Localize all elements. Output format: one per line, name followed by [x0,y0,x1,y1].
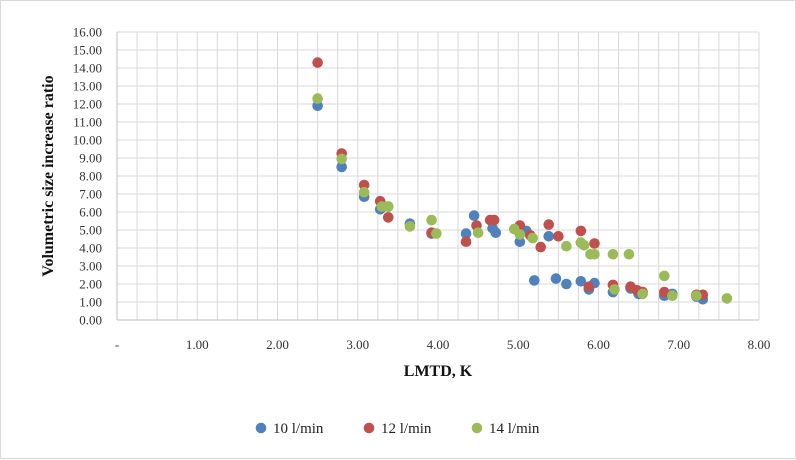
data-point-14-l-min [589,249,600,260]
legend-label-14-l-min: 14 l/min [489,421,540,437]
data-point-12-l-min [553,231,564,242]
y-tick-label: 13.00 [73,79,102,94]
data-point-14-l-min [514,229,526,240]
data-point-12-l-min [589,238,600,249]
data-point-14-l-min [358,186,370,198]
legend-marker-10-l-min [255,422,267,434]
legend-label-10-l-min: 10 l/min [273,421,324,437]
data-point-14-l-min [623,249,635,260]
y-tick-label: 4.00 [79,241,102,256]
x-axis-title: LMTD, K [404,363,473,380]
gridlines [116,31,760,321]
data-point-14-l-min [607,249,619,260]
x-axis-tick-labels: - 1.00 2.00 3.00 4.00 5.00 6.00 7.00 8.00 [115,337,771,352]
y-tick-label: 12.00 [73,97,102,112]
data-point-14-l-min [404,221,416,232]
data-point-10-l-min [550,273,562,284]
data-point-12-l-min [312,57,323,68]
data-point-12-l-min [382,212,394,223]
x-tick-label: 5.00 [507,337,530,352]
data-point-12-l-min [583,281,595,293]
y-tick-label: 7.00 [79,187,102,202]
x-tick-label: - [115,337,119,352]
y-axis-tick-labels: 0.00 1.00 2.00 3.00 4.00 5.00 6.00 7.00 8.00 9.00… [73,25,102,328]
data-points [312,57,733,305]
data-point-10-l-min [490,227,502,238]
data-point-14-l-min [336,153,348,165]
data-point-10-l-min [468,210,480,221]
data-point-14-l-min [382,201,394,212]
data-point-14-l-min [431,228,442,239]
data-point-10-l-min [529,275,540,286]
data-point-14-l-min [609,284,620,295]
x-tick-label: 7.00 [667,337,690,352]
y-tick-label: 10.00 [73,133,102,148]
y-tick-label: 5.00 [79,223,102,238]
data-point-14-l-min [691,290,702,302]
y-tick-label: 14.00 [73,61,102,76]
data-point-14-l-min [721,293,733,304]
data-point-10-l-min [460,228,472,239]
x-tick-label: 4.00 [427,337,450,352]
data-point-14-l-min [312,93,323,104]
data-point-10-l-min [543,231,555,242]
y-tick-label: 0.00 [79,313,102,328]
data-point-14-l-min [527,232,538,244]
data-point-14-l-min [426,214,437,226]
y-axis-title: Volumetric size increase ratio [40,75,57,276]
x-tick-label: 1.00 [186,337,209,352]
legend-label-12-l-min: 12 l/min [381,421,432,437]
legend-marker-14-l-min [471,422,483,434]
data-point-14-l-min [561,240,572,252]
y-tick-label: 9.00 [79,151,102,166]
legend-marker-12-l-min [363,422,375,434]
data-point-12-l-min [659,286,670,298]
y-tick-label: 11.00 [73,115,102,130]
y-tick-label: 1.00 [79,295,102,310]
data-point-14-l-min [659,270,670,282]
data-point-14-l-min [637,288,648,300]
data-point-12-l-min [460,236,472,247]
data-point-10-l-min [575,276,587,287]
y-tick-label: 16.00 [73,25,102,40]
y-tick-label: 3.00 [79,259,102,274]
y-tick-label: 15.00 [73,43,102,58]
x-tick-label: 2.00 [266,337,289,352]
legend: 10 l/min 12 l/min 14 l/min [255,421,540,437]
x-tick-label: 3.00 [346,337,369,352]
y-tick-label: 2.00 [79,277,102,292]
data-point-14-l-min [667,290,678,302]
data-point-14-l-min [472,227,484,238]
axes [116,32,759,321]
data-point-12-l-min [543,219,555,230]
data-point-10-l-min [561,278,572,290]
data-point-12-l-min [575,225,587,237]
x-tick-label: 6.00 [587,337,610,352]
data-point-10-l-min [336,161,348,173]
data-point-12-l-min [488,214,500,226]
data-point-14-l-min [578,240,590,251]
x-tick-label: 8.00 [748,337,771,352]
y-tick-label: 6.00 [79,205,102,220]
data-point-12-l-min [535,241,547,253]
y-tick-label: 8.00 [79,169,102,184]
